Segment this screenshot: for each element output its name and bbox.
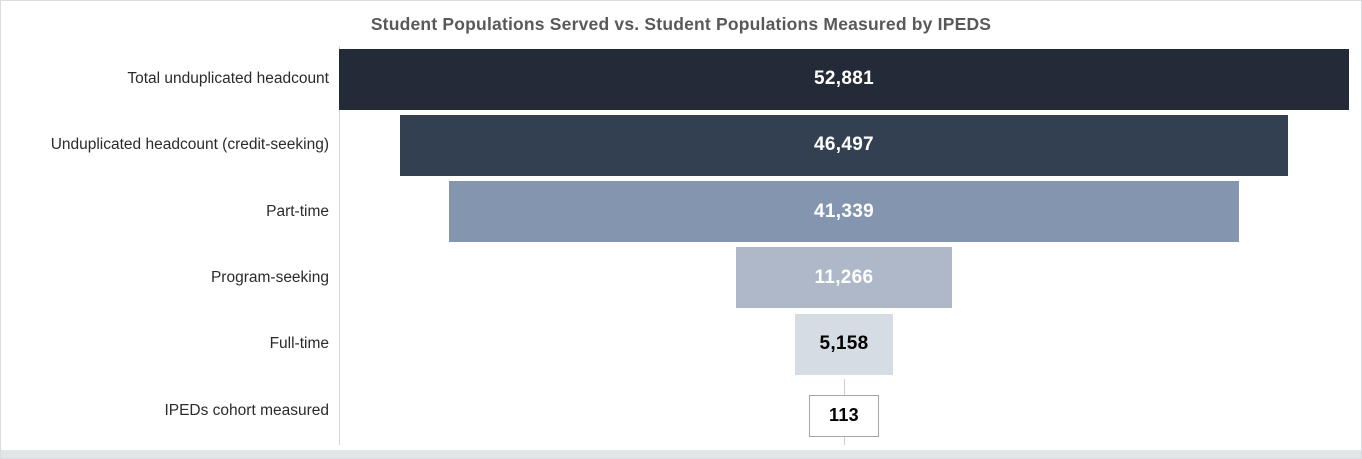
category-label: Program-seeking: [210, 269, 329, 287]
bar-value-label: 52,881: [814, 68, 874, 89]
funnel-bar[interactable]: 41,339: [449, 181, 1239, 243]
bar-value-label: 46,497: [814, 134, 874, 156]
chart-title: Student Populations Served vs. Student P…: [370, 14, 992, 34]
category-label: IPEDs cohort measured: [164, 401, 329, 419]
callout-box[interactable]: 113: [809, 394, 879, 437]
category-label: Full-time: [269, 335, 329, 353]
bar-value-label: 5,158: [819, 333, 869, 355]
bar-value-label: 11,266: [814, 266, 874, 288]
category-label: Unduplicated headcount (credit-seeking): [50, 136, 329, 154]
category-axis-line: [339, 46, 340, 445]
funnel-bar[interactable]: 11,266: [736, 247, 952, 309]
bar-value-label: 41,339: [814, 200, 874, 222]
bottom-strip: [1, 450, 1361, 458]
category-label: Total unduplicated headcount: [127, 70, 329, 88]
bar-value-label: 113: [829, 405, 859, 426]
category-label: Part-time: [266, 202, 329, 220]
funnel-bar[interactable]: 46,497: [399, 114, 1289, 176]
funnel-bar[interactable]: 52,881: [339, 48, 1349, 110]
funnel-bar[interactable]: 5,158: [794, 313, 894, 375]
